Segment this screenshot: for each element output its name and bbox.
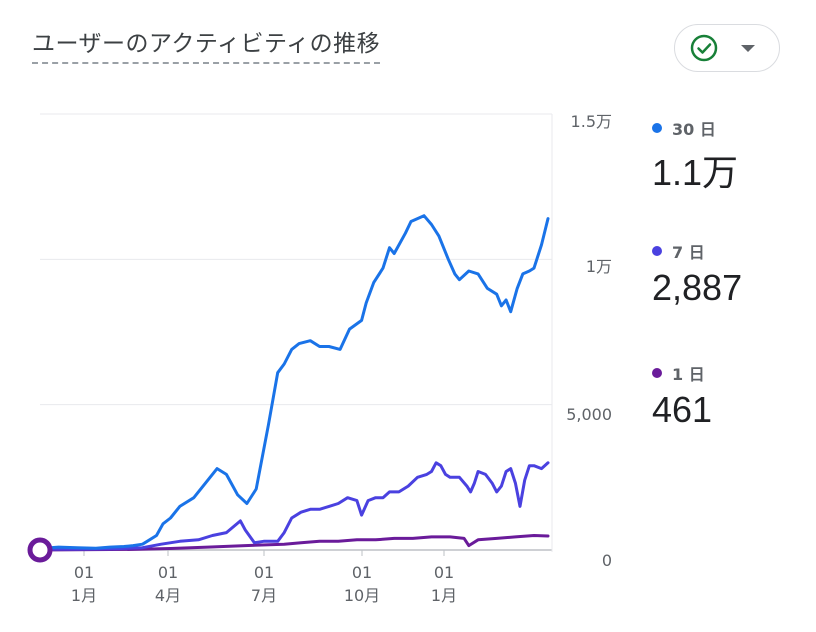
legend-label: 30 日 [672,120,716,139]
x-tick-month-label: 1月 [71,586,97,605]
x-tick-day-label: 01 [74,563,94,582]
y-tick-label: 1.5万 [571,112,612,131]
caret-down-icon [741,44,755,52]
legend-label: 7 日 [672,243,705,262]
legend-value: 2,887 [652,267,743,308]
series-line-1d [38,534,550,552]
y-tick-label: 5,000 [566,405,612,424]
legend-dot [652,246,662,256]
y-tick-label: 0 [602,551,612,570]
legend-value: 461 [652,389,713,430]
series-line-7d [38,461,550,551]
x-tick-month-label: 10月 [344,586,380,605]
x-tick-day-label: 01 [352,563,372,582]
series-line-30d [38,214,550,550]
chart-title: ユーザーのアクティビティの推移 [32,24,381,64]
legend-dot [652,123,662,133]
x-tick-day-label: 01 [434,563,454,582]
legend-label: 1 日 [672,365,705,384]
filter-dropdown-button[interactable] [674,24,780,72]
x-tick-day-label: 01 [158,563,178,582]
x-tick-month-label: 7月 [251,586,277,605]
x-tick-month-label: 4月 [155,586,181,605]
legend-item-7d[interactable]: 7 日 2,887 [652,239,742,309]
legend-value: 1.1万 [652,152,739,193]
x-tick-day-label: 01 [254,563,274,582]
start-point-marker [27,537,53,563]
y-tick-label: 1万 [586,257,612,276]
legend-item-30d[interactable]: 30 日 1.1万 [652,116,738,196]
legend-item-1d[interactable]: 1 日 461 [652,361,712,431]
x-tick-month-label: 1月 [431,586,457,605]
legend-dot [652,368,662,378]
check-circle-icon [690,34,718,62]
